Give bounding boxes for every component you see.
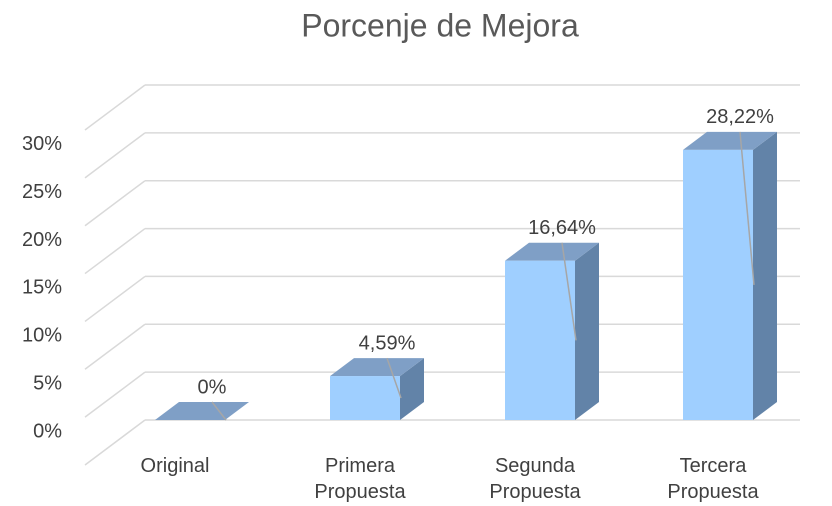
grid-line: [84, 371, 146, 418]
bar-top: [683, 131, 777, 150]
grid-line: [84, 84, 146, 131]
y-tick-label: 20%: [22, 229, 62, 251]
bar-top: [330, 358, 424, 377]
leader-line: [211, 401, 227, 421]
bar: [330, 376, 400, 420]
y-tick-label: 30%: [22, 133, 62, 155]
grid-line: [84, 227, 146, 275]
bar-top: [505, 242, 599, 261]
x-tick-label: Tercera Propuesta: [667, 455, 759, 503]
grid-line: [84, 132, 146, 179]
bar-side: [753, 131, 777, 420]
leader-line: [739, 131, 755, 286]
bar-side: [400, 358, 424, 420]
x-tick-label: Segunda Propuesta: [489, 455, 581, 503]
chart-title: Porcenje de Mejora: [301, 7, 579, 43]
bar: [683, 149, 753, 420]
y-tick-label: 0%: [33, 420, 62, 442]
grid-line: [84, 419, 146, 466]
leader-line: [386, 357, 402, 399]
y-tick-label: 10%: [22, 325, 62, 347]
bar: [505, 260, 575, 420]
y-tick-label: 25%: [22, 181, 62, 203]
data-label: 0%: [198, 376, 227, 398]
y-tick-label: 15%: [22, 277, 62, 299]
grid-line: [84, 180, 146, 227]
y-tick-label: 5%: [33, 372, 62, 394]
grid-line: [84, 275, 146, 323]
bar-top: [155, 402, 249, 420]
bar-side: [575, 242, 599, 420]
data-label: 28,22%: [706, 106, 774, 128]
x-tick-label: Original: [140, 455, 210, 477]
x-tick-label: Primera Propuesta: [314, 455, 406, 503]
grid-line: [84, 323, 146, 370]
leader-line: [561, 242, 577, 341]
data-label: 16,64%: [528, 217, 596, 239]
data-label: 4,59%: [359, 332, 416, 354]
